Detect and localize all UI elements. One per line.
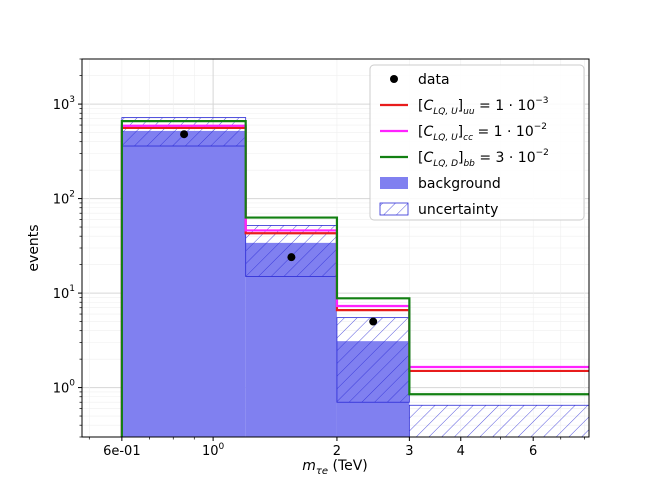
- data-point: [180, 130, 189, 139]
- x-axis-ticks: 6e-01 100 2 3 4 6: [88, 437, 585, 459]
- y-axis-ticks: 100 101 102 103: [53, 58, 82, 438]
- background-bar: [121, 130, 246, 437]
- x-tick-label: 2: [333, 444, 341, 459]
- legend-box: [369, 64, 585, 221]
- y-tick-label: 100: [53, 379, 76, 397]
- data-point: [369, 317, 378, 326]
- legend-label: data: [418, 72, 450, 88]
- x-tick-label: 4: [457, 444, 465, 459]
- x-tick-label: 6: [529, 444, 537, 459]
- signal-step-line-3: [120, 120, 589, 437]
- chart-marks: [120, 117, 589, 437]
- uncertainty-band: [408, 404, 589, 437]
- legend-label: [CLQ, D]bb = 3 · 10−2: [418, 148, 549, 169]
- uncertainty-band: [336, 317, 410, 403]
- y-axis-label: events: [26, 224, 42, 271]
- legend: data [CLQ, U]uu = 1 · 10−3 [CLQ, U]cc = 1 …: [369, 64, 585, 221]
- x-tick-label: 3: [405, 444, 413, 459]
- legend-label: uncertainty: [418, 202, 498, 218]
- legend-label: [CLQ, U]uu = 1 · 10−3: [418, 96, 549, 117]
- x-axis-label: mτe (TeV): [302, 458, 368, 477]
- data-point: [287, 253, 296, 262]
- y-tick-label: 101: [53, 284, 75, 302]
- y-tick-label: 103: [53, 95, 75, 113]
- y-tick-label: 102: [53, 190, 75, 208]
- x-tick-label: 100: [202, 442, 225, 459]
- x-tick-label: 6e-01: [103, 444, 141, 459]
- legend-marker-dot: [390, 75, 398, 83]
- legend-marker-patch: [380, 177, 408, 189]
- legend-marker-hatch: [379, 202, 409, 216]
- legend-label: [CLQ, U]cc = 1 · 10−2: [418, 122, 547, 143]
- legend-label: background: [418, 176, 501, 192]
